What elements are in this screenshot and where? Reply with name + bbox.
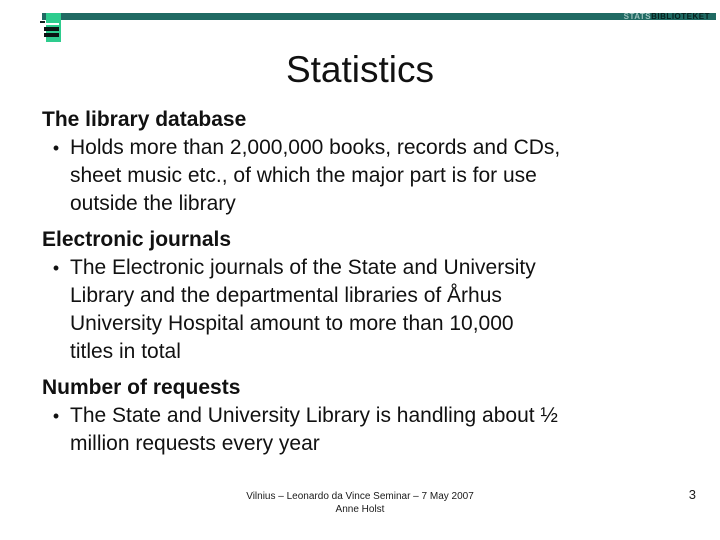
bullet-dot: • (52, 258, 60, 278)
section-library-database: The library database • Holds more than 2… (42, 106, 682, 218)
section-electronic-journals: Electronic journals • The Electronic jou… (42, 226, 682, 366)
logo-white-stripe (41, 23, 59, 25)
bullet-dot: • (52, 406, 60, 426)
footer: Vilnius – Leonardo da Vince Seminar – 7 … (0, 490, 720, 516)
brand-dark: BIBLIOTEKET (651, 12, 710, 21)
logo-black-stripe-2 (44, 33, 59, 37)
slide-body: The library database • Holds more than 2… (42, 106, 682, 458)
brand-light: STATS (623, 12, 652, 21)
bullet-text: Holds more than 2,000,000 books, records… (70, 136, 561, 215)
bullet-text: The State and University Library is hand… (70, 404, 558, 455)
logo-black-tick (40, 21, 45, 23)
bullet-item: • Holds more than 2,000,000 books, recor… (42, 134, 682, 218)
page-number: 3 (688, 487, 696, 502)
footer-line2: Anne Holst (335, 504, 385, 515)
bullet-item: • The Electronic journals of the State a… (42, 254, 682, 366)
slide-title: Statistics (285, 49, 435, 90)
logo-black-stripe-1 (44, 27, 59, 31)
section-heading: The library database (42, 108, 247, 131)
section-heading: Electronic journals (42, 228, 232, 251)
section-number-of-requests: Number of requests • The State and Unive… (42, 374, 682, 458)
bullet-item: • The State and University Library is ha… (42, 402, 682, 458)
footer-line1: Vilnius – Leonardo da Vince Seminar – 7 … (246, 491, 474, 502)
header-bar: STATSBIBLIOTEKET (42, 12, 716, 21)
bullet-dot: • (52, 138, 60, 158)
section-heading: Number of requests (42, 376, 241, 399)
bullet-text: The Electronic journals of the State and… (70, 256, 536, 363)
brand-text: STATSBIBLIOTEKET (624, 12, 710, 21)
